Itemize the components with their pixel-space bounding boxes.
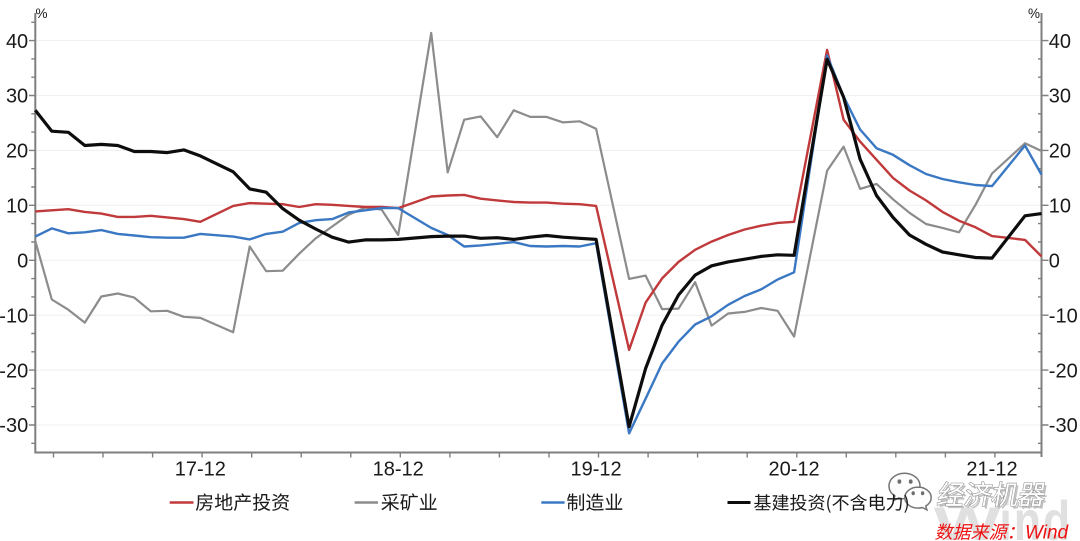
svg-text:10: 10 xyxy=(1049,196,1071,218)
svg-text:30: 30 xyxy=(1049,86,1071,108)
svg-text:-30: -30 xyxy=(1049,415,1078,437)
svg-text:19-12: 19-12 xyxy=(571,459,622,481)
svg-text:18-12: 18-12 xyxy=(373,459,424,481)
svg-text:40: 40 xyxy=(1049,31,1071,53)
svg-text:10: 10 xyxy=(6,196,28,218)
svg-text:20-12: 20-12 xyxy=(769,459,820,481)
svg-text:-30: -30 xyxy=(0,415,28,437)
svg-text:%: % xyxy=(1028,6,1040,21)
svg-text:21-12: 21-12 xyxy=(966,459,1017,481)
svg-text:0: 0 xyxy=(1049,251,1060,273)
svg-text:20: 20 xyxy=(6,141,28,163)
svg-text:-20: -20 xyxy=(0,360,28,382)
svg-text:17-12: 17-12 xyxy=(175,459,226,481)
svg-text:-20: -20 xyxy=(1049,360,1078,382)
svg-text:30: 30 xyxy=(6,86,28,108)
svg-text:%: % xyxy=(35,6,47,21)
svg-text:-10: -10 xyxy=(1049,305,1078,327)
svg-text:20: 20 xyxy=(1049,141,1071,163)
svg-text:-10: -10 xyxy=(0,305,28,327)
svg-text:40: 40 xyxy=(6,31,28,53)
svg-text:0: 0 xyxy=(17,251,28,273)
svg-text:Wind: Wind xyxy=(1025,523,1070,541)
